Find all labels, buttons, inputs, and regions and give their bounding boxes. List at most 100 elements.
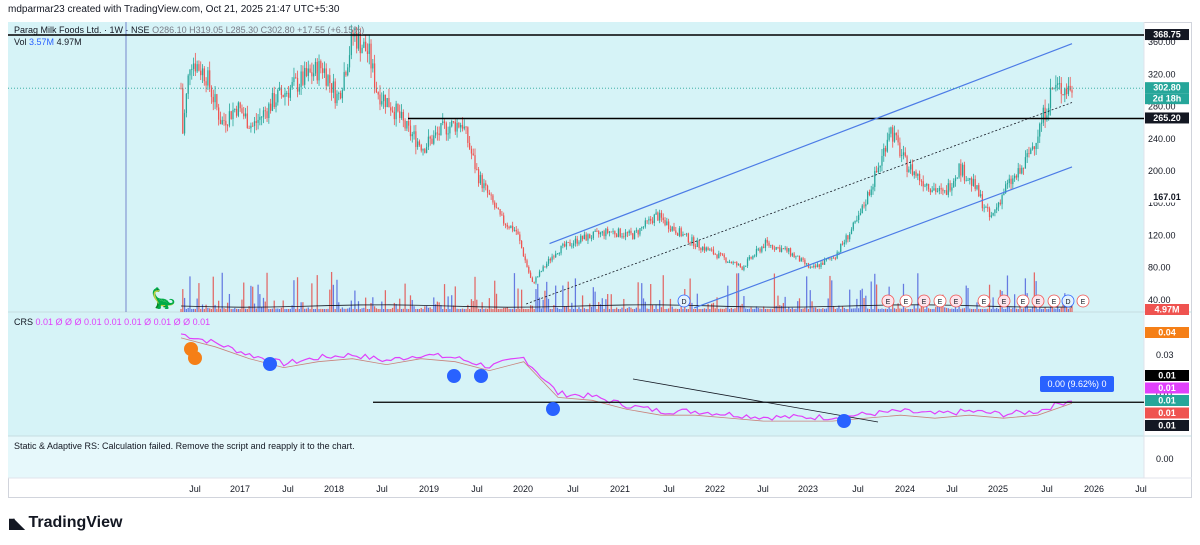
candle-body[interactable] bbox=[1040, 122, 1043, 124]
candle-body[interactable] bbox=[666, 221, 668, 226]
candle-body[interactable] bbox=[610, 231, 612, 233]
candle-body[interactable] bbox=[847, 235, 849, 240]
candle-body[interactable] bbox=[526, 260, 528, 267]
candle-body[interactable] bbox=[1001, 195, 1003, 205]
candle-body[interactable] bbox=[1015, 175, 1018, 178]
candle-body[interactable] bbox=[642, 226, 645, 228]
candle-body[interactable] bbox=[725, 257, 727, 263]
candle-body[interactable] bbox=[549, 258, 551, 261]
candle-body[interactable] bbox=[460, 124, 462, 128]
candle-body[interactable] bbox=[266, 111, 268, 119]
candle-body[interactable] bbox=[716, 254, 718, 259]
candle-body[interactable] bbox=[775, 246, 777, 250]
candle-body[interactable] bbox=[409, 125, 412, 137]
candle-body[interactable] bbox=[845, 235, 847, 243]
candle-body[interactable] bbox=[540, 271, 542, 273]
candle-body[interactable] bbox=[234, 108, 236, 110]
candle-body[interactable] bbox=[1026, 153, 1028, 158]
candle-body[interactable] bbox=[438, 133, 440, 136]
candle-body[interactable] bbox=[334, 81, 336, 104]
candle-body[interactable] bbox=[818, 264, 820, 267]
candle-body[interactable] bbox=[1005, 184, 1007, 194]
candle-body[interactable] bbox=[700, 247, 702, 251]
candle-body[interactable] bbox=[205, 81, 207, 86]
candle-body[interactable] bbox=[440, 123, 442, 136]
candle-body[interactable] bbox=[997, 202, 1000, 208]
candle-body[interactable] bbox=[286, 92, 288, 94]
candle-body[interactable] bbox=[495, 207, 498, 209]
candle-body[interactable] bbox=[684, 234, 686, 235]
candle-body[interactable] bbox=[415, 131, 417, 147]
candle-body[interactable] bbox=[698, 240, 700, 248]
candle-body[interactable] bbox=[763, 246, 765, 248]
candle-body[interactable] bbox=[843, 242, 845, 245]
candle-body[interactable] bbox=[913, 171, 915, 175]
candle-body[interactable] bbox=[357, 33, 360, 49]
candle-body[interactable] bbox=[201, 68, 204, 76]
candle-body[interactable] bbox=[741, 266, 743, 270]
candle-body[interactable] bbox=[454, 121, 456, 132]
candle-body[interactable] bbox=[282, 94, 284, 98]
candle-body[interactable] bbox=[979, 194, 982, 197]
candle-body[interactable] bbox=[241, 108, 243, 114]
candle-body[interactable] bbox=[1006, 182, 1009, 185]
candle-body[interactable] bbox=[316, 61, 318, 81]
candle-body[interactable] bbox=[702, 246, 704, 251]
candle-body[interactable] bbox=[587, 234, 589, 241]
candle-body[interactable] bbox=[967, 180, 969, 181]
candle-body[interactable] bbox=[789, 248, 792, 256]
candle-body[interactable] bbox=[400, 111, 403, 118]
candle-body[interactable] bbox=[574, 238, 577, 244]
crs-line[interactable] bbox=[180, 333, 1073, 421]
candle-body[interactable] bbox=[988, 208, 991, 218]
candle-body[interactable] bbox=[685, 233, 688, 235]
candle-body[interactable] bbox=[382, 94, 385, 102]
candle-body[interactable] bbox=[1042, 107, 1044, 123]
candle-body[interactable] bbox=[990, 215, 992, 218]
candle-body[interactable] bbox=[212, 96, 214, 103]
candle-body[interactable] bbox=[391, 110, 394, 112]
candle-body[interactable] bbox=[628, 230, 630, 234]
candle-body[interactable] bbox=[1031, 146, 1034, 150]
candle-body[interactable] bbox=[271, 93, 274, 111]
candle-body[interactable] bbox=[571, 245, 573, 247]
candle-body[interactable] bbox=[904, 152, 906, 157]
candle-body[interactable] bbox=[938, 188, 940, 192]
candle-body[interactable] bbox=[970, 178, 973, 186]
candle-body[interactable] bbox=[551, 256, 553, 261]
candle-body[interactable] bbox=[598, 231, 600, 235]
candle-body[interactable] bbox=[513, 229, 516, 231]
candle-body[interactable] bbox=[750, 256, 752, 259]
candle-body[interactable] bbox=[305, 67, 308, 76]
candle-body[interactable] bbox=[739, 264, 741, 267]
candle-body[interactable] bbox=[553, 256, 555, 258]
candle-body[interactable] bbox=[458, 122, 460, 128]
candle-body[interactable] bbox=[1030, 149, 1032, 154]
candle-body[interactable] bbox=[483, 183, 485, 189]
candle-body[interactable] bbox=[576, 238, 578, 244]
candle-body[interactable] bbox=[494, 202, 496, 208]
candle-body[interactable] bbox=[187, 75, 189, 94]
event-marker-earnings[interactable] bbox=[1047, 294, 1061, 308]
candle-body[interactable] bbox=[1003, 193, 1005, 196]
candle-body[interactable] bbox=[370, 43, 372, 69]
candle-body[interactable] bbox=[816, 264, 819, 267]
candle-body[interactable] bbox=[218, 107, 220, 120]
candle-body[interactable] bbox=[890, 127, 892, 134]
candle-body[interactable] bbox=[519, 234, 521, 241]
candle-body[interactable] bbox=[413, 131, 415, 135]
candle-body[interactable] bbox=[531, 277, 534, 283]
candle-body[interactable] bbox=[929, 189, 931, 193]
candle-body[interactable] bbox=[727, 261, 729, 263]
candle-body[interactable] bbox=[402, 111, 404, 121]
candle-body[interactable] bbox=[517, 231, 519, 235]
event-marker-earnings[interactable] bbox=[881, 294, 895, 308]
candle-body[interactable] bbox=[978, 185, 980, 197]
candle-body[interactable] bbox=[892, 127, 894, 142]
candle-body[interactable] bbox=[445, 123, 447, 135]
candle-body[interactable] bbox=[259, 116, 261, 120]
candle-body[interactable] bbox=[838, 251, 840, 253]
candle-body[interactable] bbox=[815, 265, 817, 267]
candle-body[interactable] bbox=[1053, 88, 1055, 89]
candle-body[interactable] bbox=[926, 183, 928, 186]
